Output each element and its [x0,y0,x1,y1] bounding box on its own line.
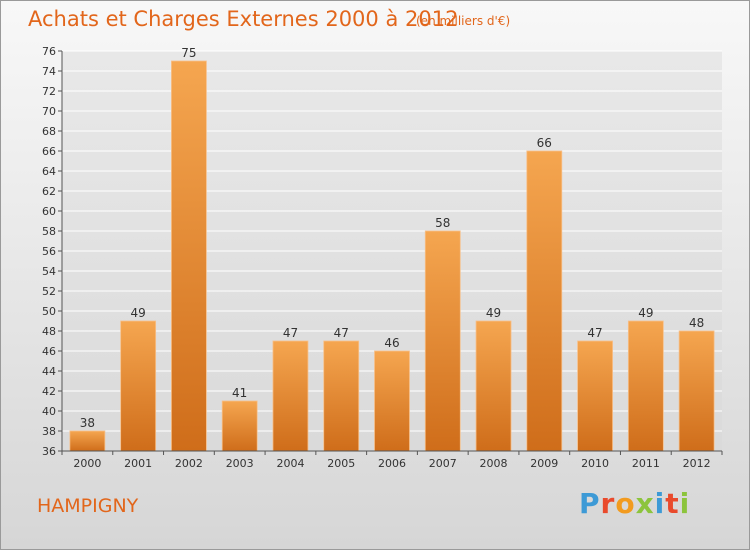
y-axis: 36 38 40 42 44 46 48 50 52 54 56 58 60 62 64 66 68 70 72 74… [42,45,63,458]
bar-2010 [577,340,613,452]
y-tick-label: 64 [42,165,56,178]
bar-2001 [120,320,157,452]
proxiti-logo: Proxiti [579,487,691,520]
y-tick-label: 42 [42,385,56,398]
y-tick-label: 76 [42,45,56,58]
y-tick-label: 38 [42,425,56,438]
bar-2002 [171,60,207,452]
x-tick-label: 2009 [530,457,558,470]
y-tick-label: 58 [42,225,56,238]
x-tick-label: 2010 [581,457,609,470]
data-label: 38 [80,416,95,430]
y-tick-label: 60 [42,205,56,218]
x-tick-label: 2007 [429,457,457,470]
y-tick-label: 56 [42,245,56,258]
x-tick-label: 2006 [378,457,406,470]
x-tick-label: 2004 [276,457,304,470]
chart-subtitle: (en milliers d'€) [416,14,511,28]
y-tick-label: 46 [42,345,56,358]
y-tick-label: 40 [42,405,56,418]
data-label: 48 [689,316,704,330]
bar-2003 [221,400,258,452]
y-tick-label: 70 [42,105,56,118]
data-label: 75 [181,46,196,60]
bar-2012 [678,330,715,452]
x-tick-label: 2008 [480,457,508,470]
x-tick-label: 2012 [683,457,711,470]
x-tick-label: 2001 [124,457,152,470]
data-label: 58 [435,216,450,230]
y-tick-label: 62 [42,185,56,198]
x-axis: 2000 2001 2002 2003 2004 2005 2006 2007 2008 2009… [61,450,723,470]
data-label: 49 [131,306,146,320]
y-tick-label: 50 [42,305,56,318]
y-tick-label: 54 [42,265,56,278]
y-tick-label: 44 [42,365,56,378]
y-tick-label: 52 [42,285,56,298]
x-tick-label: 2003 [226,457,254,470]
data-label: 47 [334,326,349,340]
y-tick-label: 68 [42,125,56,138]
data-label: 41 [232,386,247,400]
x-tick-label: 2011 [632,457,660,470]
x-tick-label: 2002 [175,457,203,470]
y-tick-label: 36 [42,445,56,458]
bar-2006 [374,350,410,452]
x-tick-label: 2005 [327,457,355,470]
place-name: HAMPIGNY [37,495,139,517]
y-tick-label: 48 [42,325,56,338]
y-tick-label: 74 [42,65,56,78]
bar-2005 [323,340,360,452]
bar-2008 [475,320,512,452]
bar-2000 [69,430,106,452]
x-tick-label: 2000 [73,457,101,470]
data-label: 66 [537,136,552,150]
bar-2004 [272,340,309,452]
data-label: 47 [587,326,602,340]
bars: 38 49 75 41 47 47 46 58 49 66 47 49 48 [69,46,715,452]
bar-2007 [424,230,461,452]
bar-2009 [526,150,563,452]
y-tick-label: 72 [42,85,56,98]
y-tick-label: 66 [42,145,56,158]
bar-2011 [627,320,664,452]
chart-title: Achats et Charges Externes 2000 à 2012 [28,7,459,31]
data-label: 49 [638,306,653,320]
data-label: 46 [384,336,399,350]
data-label: 47 [283,326,298,340]
data-label: 49 [486,306,501,320]
